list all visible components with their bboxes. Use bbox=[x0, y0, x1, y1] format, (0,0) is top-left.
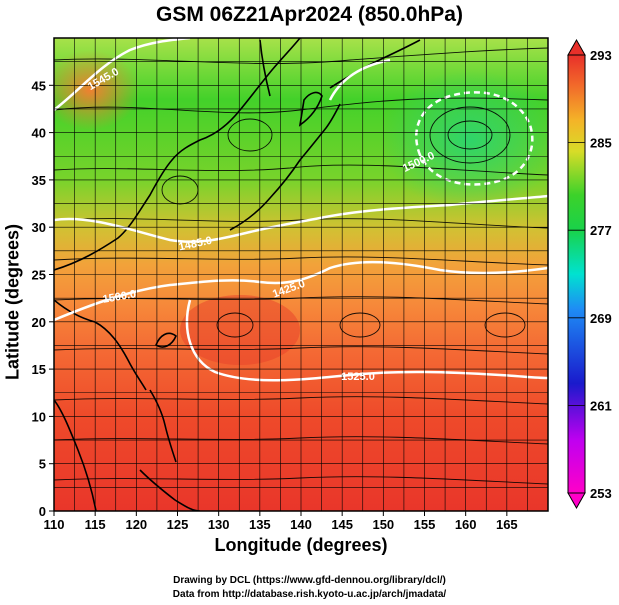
map-title: GSM 06Z21Apr2024 (850.0hPa) bbox=[156, 3, 463, 26]
y-tick-label: 40 bbox=[32, 126, 46, 141]
japan-honshu bbox=[229, 103, 341, 231]
y-tick-label: 45 bbox=[32, 78, 46, 93]
x-axis-label: Longitude (degrees) bbox=[214, 535, 388, 555]
sakhalin bbox=[259, 39, 271, 97]
contour-1500 bbox=[54, 260, 548, 322]
footer-credit: Drawing by DCL (https://www.gfd-dennou.o… bbox=[173, 575, 446, 586]
colorbar-tick-label: 293 bbox=[590, 48, 612, 63]
contour-1485 bbox=[54, 194, 548, 243]
y-tick-label: 30 bbox=[32, 220, 46, 235]
y-tick-label: 20 bbox=[32, 315, 46, 330]
warm-anomaly bbox=[54, 50, 140, 130]
contour-label: 1525.0 bbox=[341, 371, 375, 383]
y-tick-label: 5 bbox=[39, 457, 46, 472]
x-tick-label: 110 bbox=[44, 517, 65, 532]
colorbar-tick-label: 285 bbox=[590, 136, 612, 151]
y-axis-label: Latitude (degrees) bbox=[2, 223, 23, 381]
colorbar-min-arrow bbox=[567, 492, 586, 510]
colorbar-tick-label: 269 bbox=[590, 311, 612, 326]
contour-low bbox=[415, 91, 534, 186]
colorbar-tick-label: 277 bbox=[590, 223, 612, 238]
philippines bbox=[149, 389, 177, 463]
x-tick-label: 155 bbox=[414, 517, 436, 532]
footer-data-source: Data from http://database.rish.kyoto-u.a… bbox=[172, 589, 447, 600]
coastlines bbox=[54, 38, 421, 511]
colorbar-max-arrow bbox=[567, 38, 586, 56]
taiwan bbox=[155, 332, 177, 348]
contour-northwest bbox=[54, 38, 191, 111]
x-tick-label: 160 bbox=[455, 517, 477, 532]
colorbar-tick-label: 261 bbox=[590, 398, 612, 413]
lat-lon-grid bbox=[53, 37, 549, 512]
colorbar-tick-label: 253 bbox=[590, 486, 612, 501]
contour-label: 1500.0 bbox=[102, 288, 137, 306]
x-tick-label: 135 bbox=[249, 517, 271, 532]
x-tick-label: 120 bbox=[125, 517, 147, 532]
y-tick-label: 10 bbox=[32, 409, 46, 424]
colorbar: 253 261 269 277 285 293 bbox=[567, 38, 612, 510]
japan-hokkaido bbox=[298, 91, 323, 127]
x-tick-label: 140 bbox=[290, 517, 312, 532]
contour-1525 bbox=[185, 299, 548, 382]
x-tick-label: 125 bbox=[167, 517, 189, 532]
y-tick-label: 0 bbox=[39, 504, 46, 519]
x-tick-label: 165 bbox=[496, 517, 518, 532]
streamlines bbox=[54, 47, 548, 485]
y-tick-label: 35 bbox=[32, 173, 46, 188]
cool-anomaly bbox=[380, 70, 548, 210]
colorbar-gradient bbox=[567, 54, 586, 494]
x-tick-label: 130 bbox=[208, 517, 230, 532]
x-tick-label: 145 bbox=[331, 517, 353, 532]
y-tick-label: 15 bbox=[32, 362, 46, 377]
y-tick-label: 25 bbox=[32, 268, 46, 283]
asia-coast bbox=[54, 38, 301, 271]
y-axis-ticks: 0 5 10 15 20 25 30 35 40 45 bbox=[32, 78, 54, 519]
colorbar-ticks: 253 261 269 277 285 293 bbox=[568, 48, 612, 501]
x-tick-label: 150 bbox=[372, 517, 394, 532]
indochina-coast bbox=[54, 399, 97, 511]
kuril-islands bbox=[329, 39, 421, 89]
x-tick-label: 115 bbox=[85, 517, 106, 532]
height-contours bbox=[54, 38, 548, 382]
x-axis-ticks: 110 115 120 125 130 135 140 145 150 155 160 165 bbox=[44, 511, 518, 532]
y-axis-label-box: Latitude (degrees) bbox=[2, 182, 24, 422]
warm-core bbox=[180, 295, 300, 365]
